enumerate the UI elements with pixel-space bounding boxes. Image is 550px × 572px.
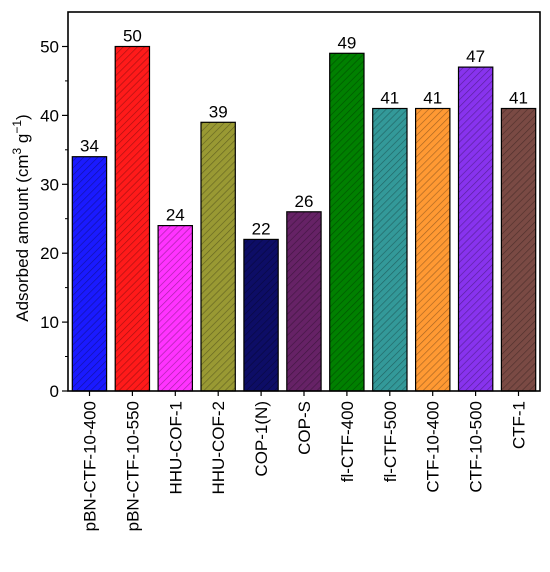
bar-value-label: 49 bbox=[337, 33, 356, 52]
plot-frame bbox=[67, 11, 541, 392]
bar-cop-s bbox=[286, 211, 322, 392]
y-tick-label: 40 bbox=[40, 106, 59, 125]
y-axis-title-sup2: −1 bbox=[10, 120, 24, 134]
y-axis-title: Adsorbed amount (cm3 g−1) bbox=[10, 114, 32, 321]
x-axis-ticks: pBN-CTF-10-400 pBN-CTF-10-550 HHU-COF-1 HHU… bbox=[81, 391, 529, 531]
bar-hhu-cof-2 bbox=[200, 121, 236, 392]
x-tick-label: COP-1(N) bbox=[252, 401, 271, 477]
bar-hhu-cof-1 bbox=[157, 225, 194, 392]
x-tick-label: HHU-COF-2 bbox=[209, 401, 228, 495]
x-tick-label: CTF-10-500 bbox=[467, 401, 486, 493]
x-tick-label: pBN-CTF-10-400 bbox=[81, 401, 100, 531]
x-tick-label: CTF-10-400 bbox=[424, 401, 443, 493]
bar-value-label: 50 bbox=[123, 27, 142, 46]
bar-value-label: 26 bbox=[295, 192, 314, 211]
bar-ctf-10-400 bbox=[415, 107, 451, 392]
y-tick-label: 0 bbox=[50, 382, 59, 401]
x-tick-label: fl-CTF-400 bbox=[338, 401, 357, 482]
svg-text:Adsorbed amount (cm3 g−1): Adsorbed amount (cm3 g−1) bbox=[10, 114, 32, 321]
bar-value-label: 24 bbox=[166, 206, 185, 225]
bar-value-label: 22 bbox=[252, 219, 271, 238]
y-tick-label: 30 bbox=[40, 175, 59, 194]
y-axis-title-main: Adsorbed amount (cm bbox=[13, 154, 32, 321]
y-axis-ticks: 0 10 20 30 40 50 bbox=[40, 38, 68, 401]
bar-ctf-10-500 bbox=[457, 66, 494, 392]
value-labels-group: 34 50 24 39 22 26 49 41 41 47 41 bbox=[80, 27, 528, 239]
bar-value-label: 39 bbox=[209, 102, 228, 121]
bar-value-label: 41 bbox=[423, 89, 442, 108]
x-tick-label: fl-CTF-500 bbox=[381, 401, 400, 482]
bar-cop-1-n- bbox=[243, 238, 279, 392]
y-tick-label: 10 bbox=[40, 313, 59, 332]
x-tick-label: CTF-1 bbox=[510, 401, 529, 449]
bar-ctf-1 bbox=[500, 107, 537, 392]
bar-pbn-ctf-10-400 bbox=[71, 156, 108, 392]
bar-value-label: 47 bbox=[466, 47, 485, 66]
y-axis-title-sup1: 3 bbox=[10, 147, 24, 154]
y-axis-title-mid: g bbox=[13, 134, 32, 148]
y-tick-label: 20 bbox=[40, 244, 59, 263]
y-tick-label: 50 bbox=[40, 38, 59, 57]
bar-fl-ctf-500 bbox=[372, 107, 408, 392]
bar-pbn-ctf-10-550 bbox=[114, 45, 151, 392]
bar-fl-ctf-400 bbox=[329, 52, 365, 392]
bar-value-label: 41 bbox=[380, 89, 399, 108]
bars-group bbox=[71, 45, 537, 392]
x-tick-label: HHU-COF-1 bbox=[166, 401, 185, 495]
x-tick-label: pBN-CTF-10-550 bbox=[123, 401, 142, 531]
y-axis-title-end: ) bbox=[13, 114, 32, 120]
x-tick-label: COP-S bbox=[295, 401, 314, 455]
bar-value-label: 34 bbox=[80, 137, 99, 156]
bar-value-label: 41 bbox=[509, 89, 528, 108]
